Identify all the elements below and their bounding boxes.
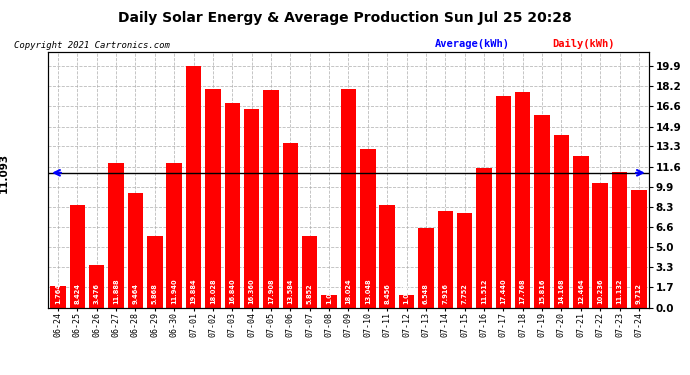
Text: 18.028: 18.028 [210, 278, 216, 304]
Bar [380, 205, 395, 308]
Text: Daily Solar Energy & Average Production Sun Jul 25 20:28: Daily Solar Energy & Average Production … [118, 11, 572, 25]
Bar [128, 193, 144, 308]
Text: 16.840: 16.840 [229, 278, 235, 304]
Bar [399, 295, 414, 307]
Bar [302, 237, 317, 308]
Text: 15.816: 15.816 [539, 278, 545, 304]
Text: 12.464: 12.464 [578, 278, 584, 304]
Bar [553, 135, 569, 308]
Text: 7.916: 7.916 [442, 283, 448, 304]
Bar [108, 163, 124, 308]
Bar [283, 142, 298, 308]
Text: 8.424: 8.424 [75, 283, 80, 304]
Text: 16.360: 16.360 [248, 278, 255, 304]
Bar [264, 90, 279, 308]
Text: 17.440: 17.440 [500, 278, 506, 304]
Text: Average(kWh): Average(kWh) [435, 39, 510, 50]
Text: Copyright 2021 Cartronics.com: Copyright 2021 Cartronics.com [14, 41, 170, 50]
Bar [50, 286, 66, 308]
Text: Daily(kWh): Daily(kWh) [552, 39, 615, 50]
Text: 1.016: 1.016 [404, 283, 410, 304]
Bar [573, 156, 589, 308]
Text: 6.548: 6.548 [423, 283, 429, 304]
Text: 13.048: 13.048 [365, 278, 371, 304]
Bar [495, 96, 511, 308]
Text: 10.236: 10.236 [597, 278, 603, 304]
Text: 18.024: 18.024 [346, 278, 351, 304]
Text: 1.764: 1.764 [55, 283, 61, 304]
Bar [631, 190, 647, 308]
Text: 8.456: 8.456 [384, 283, 390, 304]
Text: 11.940: 11.940 [171, 278, 177, 304]
Text: 9.712: 9.712 [636, 283, 642, 304]
Text: 9.464: 9.464 [132, 283, 139, 304]
Text: 1.060: 1.060 [326, 283, 332, 304]
Bar [89, 265, 104, 308]
Text: 17.768: 17.768 [520, 278, 526, 304]
Text: 17.908: 17.908 [268, 278, 274, 304]
Text: 11.512: 11.512 [481, 278, 487, 304]
Bar [166, 162, 182, 308]
Bar [612, 172, 627, 308]
Bar [515, 92, 531, 308]
Bar [205, 88, 221, 308]
Text: 11.888: 11.888 [113, 278, 119, 304]
Bar [457, 213, 473, 308]
Text: 11.132: 11.132 [617, 278, 622, 304]
Bar [476, 168, 492, 308]
Text: 14.168: 14.168 [558, 278, 564, 304]
Bar [534, 116, 550, 308]
Text: 13.584: 13.584 [287, 278, 293, 304]
Bar [186, 66, 201, 308]
Bar [224, 103, 240, 308]
Bar [437, 211, 453, 308]
Text: 11.093: 11.093 [0, 153, 9, 193]
Text: 5.852: 5.852 [307, 283, 313, 304]
Text: 5.868: 5.868 [152, 283, 158, 304]
Bar [593, 183, 608, 308]
Bar [418, 228, 433, 308]
Bar [322, 295, 337, 307]
Text: 3.476: 3.476 [94, 283, 100, 304]
Bar [244, 109, 259, 308]
Bar [70, 205, 85, 308]
Text: 19.884: 19.884 [190, 278, 197, 304]
Bar [147, 236, 163, 308]
Text: 7.752: 7.752 [462, 283, 468, 304]
Bar [341, 88, 356, 308]
Bar [360, 149, 375, 308]
